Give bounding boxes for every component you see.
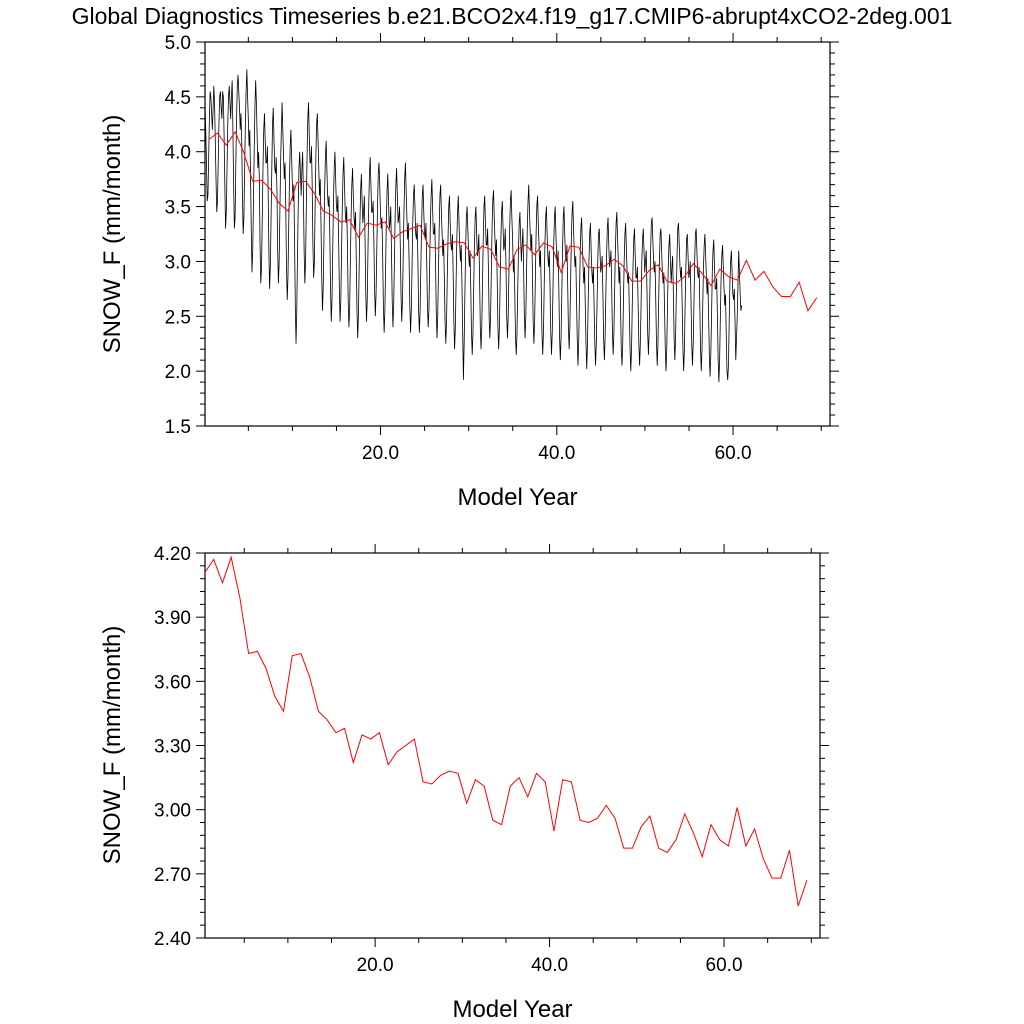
y-axis-label: SNOW_F (mm/month) [99, 626, 126, 865]
y-tick-label: 1.5 [165, 417, 191, 438]
monthly-series-line [205, 69, 743, 383]
y-tick-label: 4.5 [165, 88, 191, 109]
y-tick-label: 4.0 [165, 143, 191, 164]
plot-frame [204, 41, 831, 427]
figure-title: Global Diagnostics Timeseries b.e21.BCO2… [71, 3, 953, 29]
y-tick-label: 5.0 [165, 33, 191, 54]
y-tick-label: 3.30 [154, 737, 191, 758]
x-tick-label: 40.0 [531, 955, 568, 976]
y-tick-label: 2.0 [165, 362, 191, 383]
plot-frame [204, 552, 821, 939]
y-tick-label: 3.0 [165, 252, 191, 273]
x-tick-label: 40.0 [538, 443, 575, 464]
x-tick-label: 20.0 [362, 443, 399, 464]
y-tick-label: 4.20 [154, 544, 191, 565]
y-tick-label: 3.90 [154, 608, 191, 629]
y-tick-label: 3.00 [154, 801, 191, 822]
y-tick-label: 2.40 [154, 929, 191, 950]
annual-mean-series-line [205, 555, 808, 907]
top-chart-panel: 1.5 2.0 2.5 3.0 3.5 4.0 4.5 5.0 20.0 40.0 60.0 Mode… [99, 33, 839, 511]
x-axis-label: Model Year [452, 996, 572, 1023]
x-axis-label: Model Year [457, 484, 577, 511]
y-tick-label: 2.70 [154, 865, 191, 886]
x-tick-label: 20.0 [357, 955, 394, 976]
y-axis-label: SNOW_F (mm/month) [99, 115, 126, 354]
y-tick-label: 2.5 [165, 307, 191, 328]
annual-mean-series-line [208, 130, 818, 312]
y-tick-label: 3.5 [165, 198, 191, 219]
x-tick-label: 60.0 [715, 443, 752, 464]
bottom-chart-panel: 2.40 2.70 3.00 3.30 3.60 3.90 4.20 20.0 40.0 60.0… [99, 544, 829, 1023]
y-tick-label: 3.60 [154, 672, 191, 693]
x-tick-label: 60.0 [706, 955, 743, 976]
